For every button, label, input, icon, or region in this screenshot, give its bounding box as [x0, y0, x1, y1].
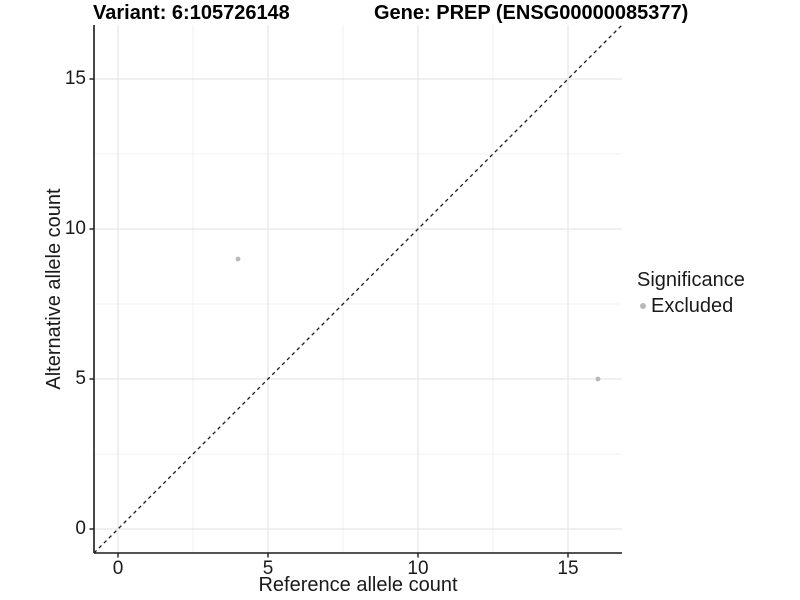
y-tick-label: 15 [64, 68, 86, 89]
x-tick-label: 5 [262, 558, 274, 579]
y-axis-title: Alternative allele count [43, 188, 65, 390]
y-tick-label: 0 [75, 518, 86, 539]
x-tick-label: 15 [557, 558, 579, 579]
x-tick-label: 0 [112, 558, 124, 579]
x-axis-title: Reference allele count [258, 574, 458, 596]
legend-entry-excluded: Excluded [637, 295, 745, 317]
data-point [235, 256, 241, 262]
y-tick-label: 10 [64, 218, 86, 239]
plot-title-variant: Variant: 6:105726148 [93, 2, 290, 24]
legend: Significance Excluded [637, 269, 745, 317]
y-tick-label: 5 [75, 368, 86, 389]
x-tick-label: 10 [407, 558, 429, 579]
legend-title: Significance [637, 269, 745, 291]
plot-title-gene: Gene: PREP (ENSG00000085377) [374, 2, 689, 24]
data-point [595, 376, 601, 382]
identity-line [93, 24, 623, 554]
legend-point-icon [640, 303, 646, 309]
legend-entry-label: Excluded [651, 295, 734, 317]
